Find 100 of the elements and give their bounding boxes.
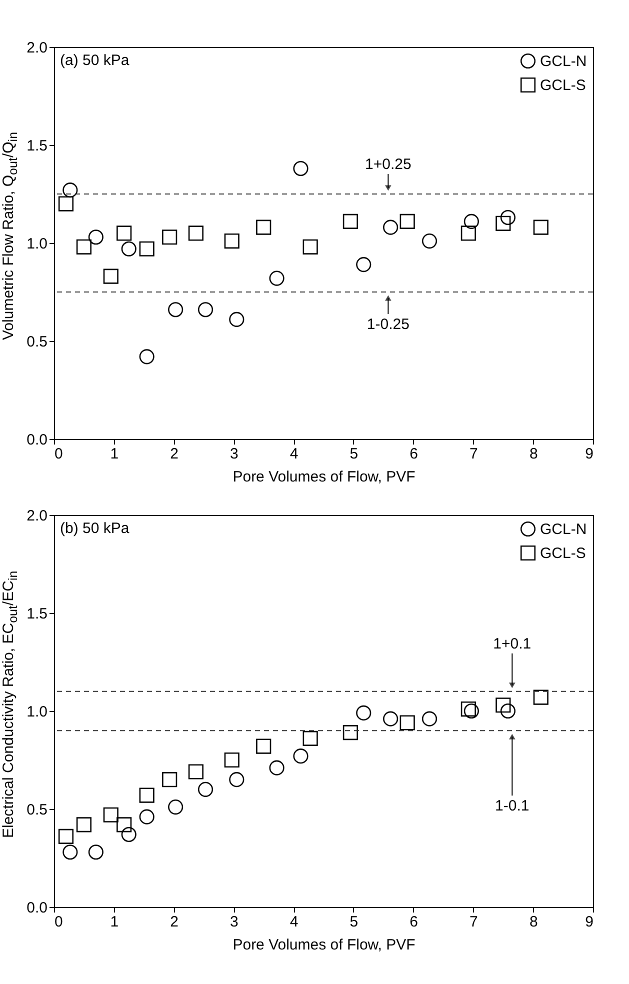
x-tick-label: 4	[290, 446, 298, 462]
point	[62, 844, 78, 860]
x-tick-label: 5	[350, 446, 358, 462]
x-tick-label: 1	[110, 446, 119, 462]
x-tick-label: 1	[110, 914, 119, 930]
point	[188, 226, 204, 241]
point	[400, 715, 415, 730]
point	[139, 241, 154, 256]
point	[224, 752, 240, 768]
ref-line-label: 1-0.25	[366, 316, 410, 333]
point	[293, 748, 308, 764]
y-tick-label: 1.0	[26, 704, 48, 720]
point	[500, 210, 516, 226]
y-tick-label: 0.0	[26, 900, 48, 916]
x-tick-label: 6	[410, 914, 418, 930]
point	[229, 772, 244, 788]
point	[116, 817, 132, 832]
point	[256, 220, 272, 235]
y-tick-label: 2.0	[26, 508, 48, 524]
point	[464, 703, 479, 719]
legend-label: GCL-N	[540, 53, 587, 70]
x-tick-label: 3	[230, 446, 238, 462]
y-tick-label: 0.0	[26, 432, 48, 448]
y-tick-label: 1.5	[26, 606, 48, 622]
point	[58, 196, 74, 212]
point	[198, 302, 214, 318]
point	[256, 738, 272, 754]
point	[121, 826, 136, 842]
point	[422, 711, 438, 726]
point	[229, 312, 244, 327]
ref-line-label: 1+0.25	[365, 156, 412, 173]
point	[103, 807, 118, 822]
point	[383, 220, 398, 235]
annotation: (a) 50 kPa	[60, 52, 130, 69]
x-tick-label: 9	[585, 446, 594, 462]
point	[496, 698, 511, 713]
y-tick-label: 0.5	[26, 334, 48, 350]
ref-line-label: 1-0.1	[495, 798, 530, 815]
point	[198, 782, 214, 797]
point	[460, 226, 476, 241]
point	[162, 230, 178, 245]
point	[139, 809, 154, 824]
point	[342, 214, 358, 229]
legend-label: GCL-N	[540, 521, 587, 538]
point	[342, 725, 358, 740]
point	[293, 160, 308, 176]
point	[500, 703, 516, 719]
y-tick-label: 0.5	[26, 802, 48, 818]
x-axis-title: Pore Volumes of Flow, PVF	[232, 468, 416, 486]
y-tick-label: 1.5	[26, 138, 48, 154]
x-tick-label: 8	[529, 446, 538, 462]
point	[302, 239, 318, 254]
x-tick-label: 2	[170, 914, 178, 930]
x-tick-label: 0	[54, 446, 63, 462]
ref-line-label: 1+0.1	[493, 635, 532, 652]
point	[58, 828, 74, 844]
legend-label: GCL-S	[540, 545, 586, 562]
legend-label: GCL-S	[540, 77, 586, 94]
x-tick-label: 7	[470, 914, 478, 930]
point	[76, 817, 92, 832]
point	[269, 270, 284, 286]
point	[168, 302, 184, 318]
point	[496, 216, 511, 231]
point	[168, 800, 184, 815]
point	[116, 226, 132, 241]
point	[162, 772, 178, 788]
point	[121, 241, 136, 256]
point	[188, 764, 204, 780]
point	[356, 257, 372, 272]
point	[62, 182, 78, 198]
point	[139, 349, 154, 364]
point	[88, 230, 104, 245]
point	[103, 268, 118, 284]
point	[76, 239, 92, 254]
annotation: (b) 50 kPa	[60, 520, 130, 537]
x-tick-label: 4	[290, 914, 298, 930]
point	[88, 844, 104, 860]
point	[533, 690, 548, 705]
point	[460, 702, 476, 717]
x-axis-title: Pore Volumes of Flow, PVF	[232, 936, 416, 954]
x-tick-label: 0	[54, 914, 63, 930]
x-tick-label: 3	[230, 914, 238, 930]
x-tick-label: 9	[585, 914, 594, 930]
point	[139, 788, 154, 803]
x-tick-label: 6	[410, 446, 418, 462]
y-tick-label: 2.0	[26, 40, 48, 56]
point	[400, 214, 415, 229]
point	[383, 711, 398, 726]
x-tick-label: 7	[470, 446, 478, 462]
point	[422, 234, 438, 249]
x-tick-label: 2	[170, 446, 178, 462]
point	[356, 705, 372, 720]
point	[224, 234, 240, 249]
point	[302, 730, 318, 746]
x-tick-label: 5	[350, 914, 358, 930]
y-tick-label: 1.0	[26, 236, 48, 252]
point	[269, 760, 284, 776]
point	[533, 220, 548, 235]
point	[464, 214, 479, 229]
x-tick-label: 8	[529, 914, 538, 930]
